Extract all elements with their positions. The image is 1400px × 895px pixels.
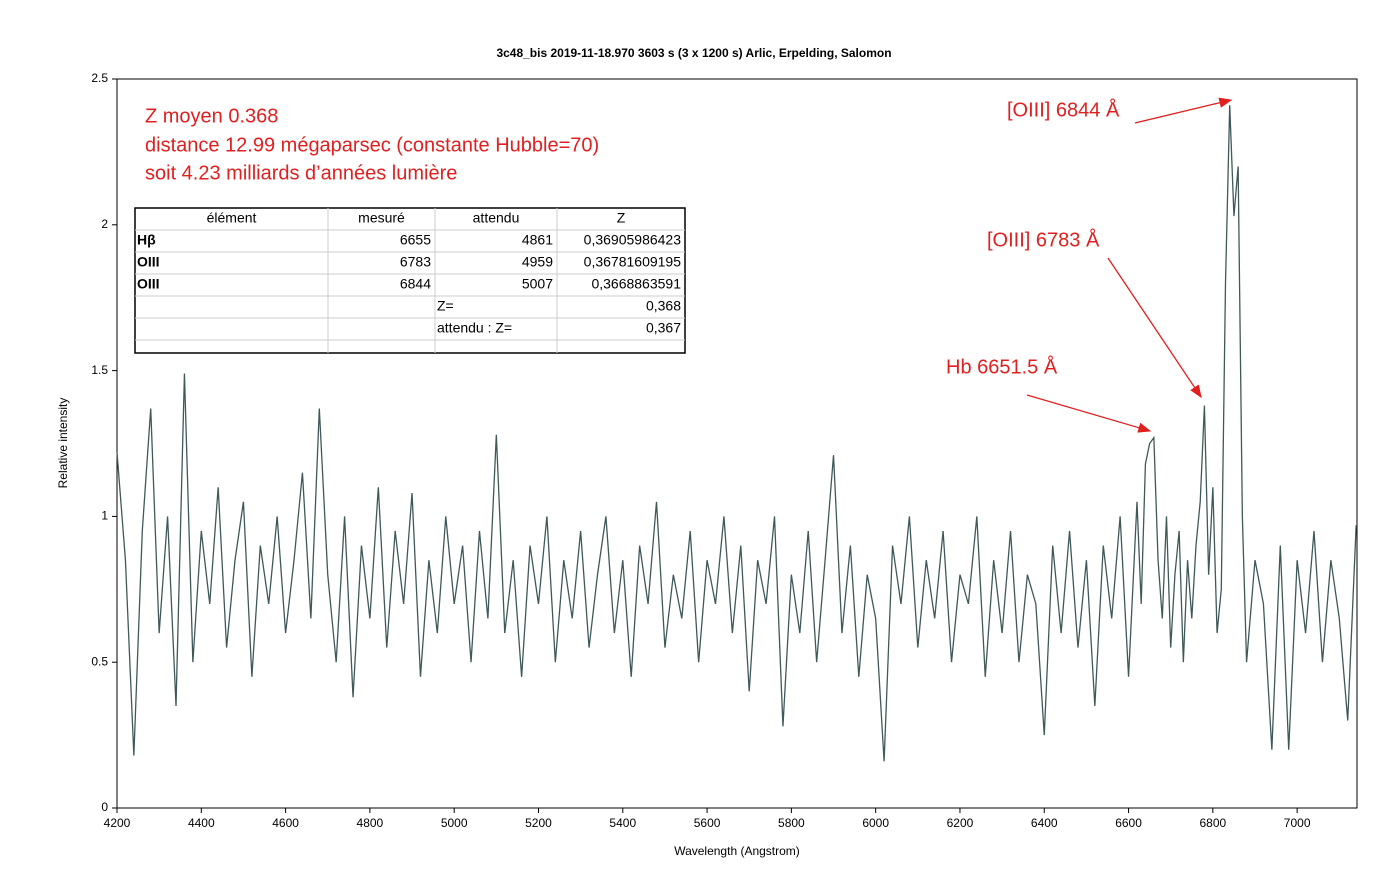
y-tick-label: 1.5 — [91, 363, 108, 377]
x-tick-label: 4200 — [104, 816, 131, 830]
x-axis-label: Wavelength (Angstrom) — [674, 844, 800, 858]
table-cell: 6783 — [400, 254, 431, 270]
x-tick-label: 5800 — [778, 816, 805, 830]
annotation: soit 4.23 milliards d’années lumière — [145, 162, 457, 184]
annotation: Z moyen 0.368 — [145, 105, 278, 127]
table-cell: Hβ — [137, 232, 156, 248]
x-tick-label: 4400 — [188, 816, 215, 830]
table-cell: 4861 — [522, 232, 553, 248]
table-cell: 4959 — [522, 254, 553, 270]
annotation: distance 12.99 mégaparsec (constante Hub… — [145, 134, 599, 156]
y-tick-label: 2 — [101, 217, 108, 231]
arrows — [1026, 97, 1233, 433]
plot-frame — [116, 78, 1358, 809]
table-cell: 0,368 — [646, 298, 681, 314]
table-cell: Z= — [437, 298, 454, 314]
x-tick-label: 6800 — [1200, 816, 1227, 830]
table-header: élément — [207, 210, 257, 226]
table-cell: 6844 — [400, 276, 431, 292]
x-tick-label: 5600 — [694, 816, 721, 830]
table-cell: 0,36781609195 — [584, 254, 682, 270]
arrow — [1134, 97, 1233, 124]
y-tick-label: 0.5 — [91, 654, 108, 668]
table-cell: 0,36905986423 — [584, 232, 682, 248]
x-tick-label: 6200 — [947, 816, 974, 830]
y-tick-label: 2.5 — [91, 71, 108, 85]
spectrum-line — [116, 105, 1357, 762]
table-cell: 0,367 — [646, 320, 681, 336]
x-tick-label: 5000 — [441, 816, 468, 830]
y-tick-label: 1 — [101, 509, 108, 523]
table-header: mesuré — [358, 210, 405, 226]
table-cell: OIII — [137, 276, 160, 292]
chart-title: 3c48_bis 2019-11-18.970 3603 s (3 x 1200… — [496, 46, 891, 60]
table-cell: attendu : Z= — [437, 320, 512, 336]
table-cell: OIII — [137, 254, 160, 270]
table-cell: 5007 — [522, 276, 553, 292]
table-cell: 0,3668863591 — [591, 276, 681, 292]
annotation: [OIII] 6783 Å — [987, 228, 1100, 251]
x-tick-label: 4800 — [357, 816, 384, 830]
x-tick-label: 4600 — [272, 816, 299, 830]
table-header: Z — [617, 210, 626, 226]
table-frame — [134, 207, 686, 354]
arrow — [1026, 394, 1152, 433]
annotation: Hb 6651.5 Å — [946, 355, 1058, 378]
x-tick-label: 6600 — [1115, 816, 1142, 830]
x-tick-label: 7000 — [1284, 816, 1311, 830]
annotation: [OIII] 6844 Å — [1007, 98, 1120, 121]
arrow — [1107, 257, 1202, 399]
table-header: attendu — [473, 210, 520, 226]
x-tick-label: 5200 — [525, 816, 552, 830]
x-tick-label: 5400 — [609, 816, 636, 830]
y-axis-label: Relative intensity — [56, 398, 70, 489]
x-tick-label: 6400 — [1031, 816, 1058, 830]
y-tick-label: 0 — [101, 800, 108, 814]
x-tick-label: 6000 — [862, 816, 889, 830]
table-cell: 6655 — [400, 232, 431, 248]
